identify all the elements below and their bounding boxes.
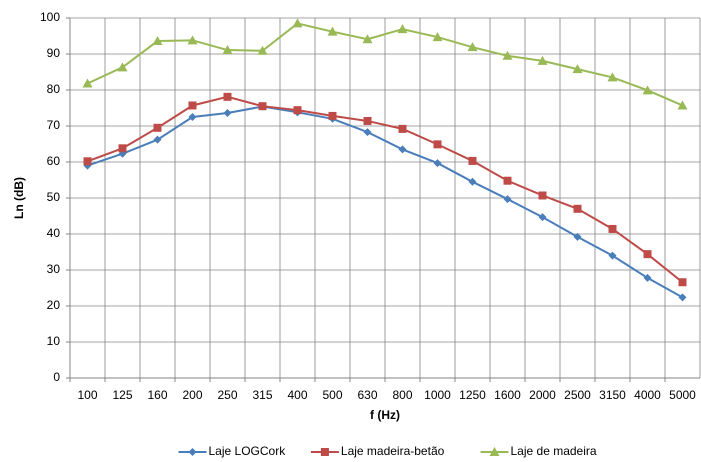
- series-line: [87, 105, 683, 299]
- x-tick-label: 1000: [424, 388, 451, 402]
- x-axis-title: f (Hz): [370, 408, 400, 422]
- y-tick-label: 20: [47, 298, 61, 312]
- x-tick-label: 160: [147, 388, 167, 402]
- marker: [363, 116, 372, 125]
- marker: [678, 293, 687, 302]
- marker: [188, 448, 197, 456]
- marker: [467, 42, 478, 52]
- marker: [503, 176, 512, 185]
- x-tick-label: 500: [322, 388, 342, 402]
- y-tick-label: 0: [53, 370, 60, 384]
- marker: [187, 35, 198, 45]
- marker: [188, 101, 197, 110]
- y-tick-label: 80: [47, 82, 61, 96]
- marker: [643, 250, 652, 259]
- marker: [83, 157, 92, 166]
- marker: [153, 135, 162, 144]
- marker: [468, 156, 477, 165]
- marker: [327, 26, 338, 36]
- legend-label: Laje madeira-betão: [341, 444, 445, 458]
- x-tick-label: 800: [392, 388, 412, 402]
- marker: [433, 140, 442, 149]
- marker: [117, 62, 128, 72]
- y-tick-label: 10: [47, 334, 61, 348]
- marker: [468, 177, 477, 186]
- marker: [502, 50, 513, 60]
- x-tick-label: 1600: [494, 388, 521, 402]
- x-tick-label: 3150: [599, 388, 626, 402]
- marker: [258, 102, 267, 111]
- marker: [292, 18, 303, 28]
- x-tick-label: 630: [357, 388, 377, 402]
- marker: [188, 113, 197, 121]
- marker: [432, 32, 443, 42]
- legend-label: Laje de madeira: [511, 444, 597, 458]
- marker: [118, 144, 127, 153]
- marker: [573, 232, 582, 241]
- series-line: [87, 22, 683, 107]
- marker: [363, 128, 372, 137]
- marker: [82, 78, 93, 88]
- x-tick-label: 100: [77, 388, 97, 402]
- marker: [678, 278, 687, 287]
- marker: [642, 85, 653, 95]
- x-tick-label: 2000: [529, 388, 556, 402]
- marker: [608, 224, 617, 233]
- legend-label: Laje LOGCork: [209, 444, 287, 458]
- marker: [152, 36, 163, 46]
- marker: [573, 204, 582, 213]
- marker: [643, 273, 652, 282]
- series-line: [87, 95, 684, 284]
- marker: [572, 64, 583, 74]
- x-tick-label: 250: [217, 388, 237, 402]
- marker: [320, 448, 329, 456]
- marker: [538, 191, 547, 200]
- marker: [489, 447, 500, 456]
- marker: [677, 100, 688, 110]
- marker: [223, 109, 232, 118]
- marker: [153, 123, 162, 132]
- x-tick-label: 315: [252, 388, 272, 402]
- y-tick-label: 70: [47, 118, 61, 132]
- x-tick-label: 125: [112, 388, 132, 402]
- marker: [607, 72, 618, 82]
- x-tick-label: 200: [182, 388, 202, 402]
- marker: [503, 195, 512, 204]
- x-tick-label: 4000: [634, 388, 661, 402]
- y-tick-label: 100: [40, 10, 60, 24]
- y-tick-label: 60: [47, 154, 61, 168]
- marker: [293, 106, 302, 115]
- marker: [362, 34, 373, 44]
- marker: [397, 24, 408, 34]
- y-tick-label: 40: [47, 226, 61, 240]
- marker: [398, 124, 407, 133]
- marker: [537, 55, 548, 65]
- marker: [608, 251, 617, 260]
- x-tick-label: 2500: [564, 388, 591, 402]
- x-tick-label: 400: [287, 388, 307, 402]
- marker: [328, 111, 337, 120]
- marker: [538, 213, 547, 222]
- y-tick-label: 90: [47, 46, 61, 60]
- x-tick-label: 5000: [669, 388, 696, 402]
- marker: [222, 45, 233, 55]
- x-tick-label: 1250: [459, 388, 486, 402]
- y-tick-label: 30: [47, 262, 61, 276]
- marker: [398, 145, 407, 154]
- marker: [433, 159, 442, 168]
- y-tick-label: 50: [47, 190, 61, 204]
- marker: [223, 92, 232, 101]
- y-axis-title: Ln (dB): [12, 177, 26, 219]
- marker: [257, 45, 268, 55]
